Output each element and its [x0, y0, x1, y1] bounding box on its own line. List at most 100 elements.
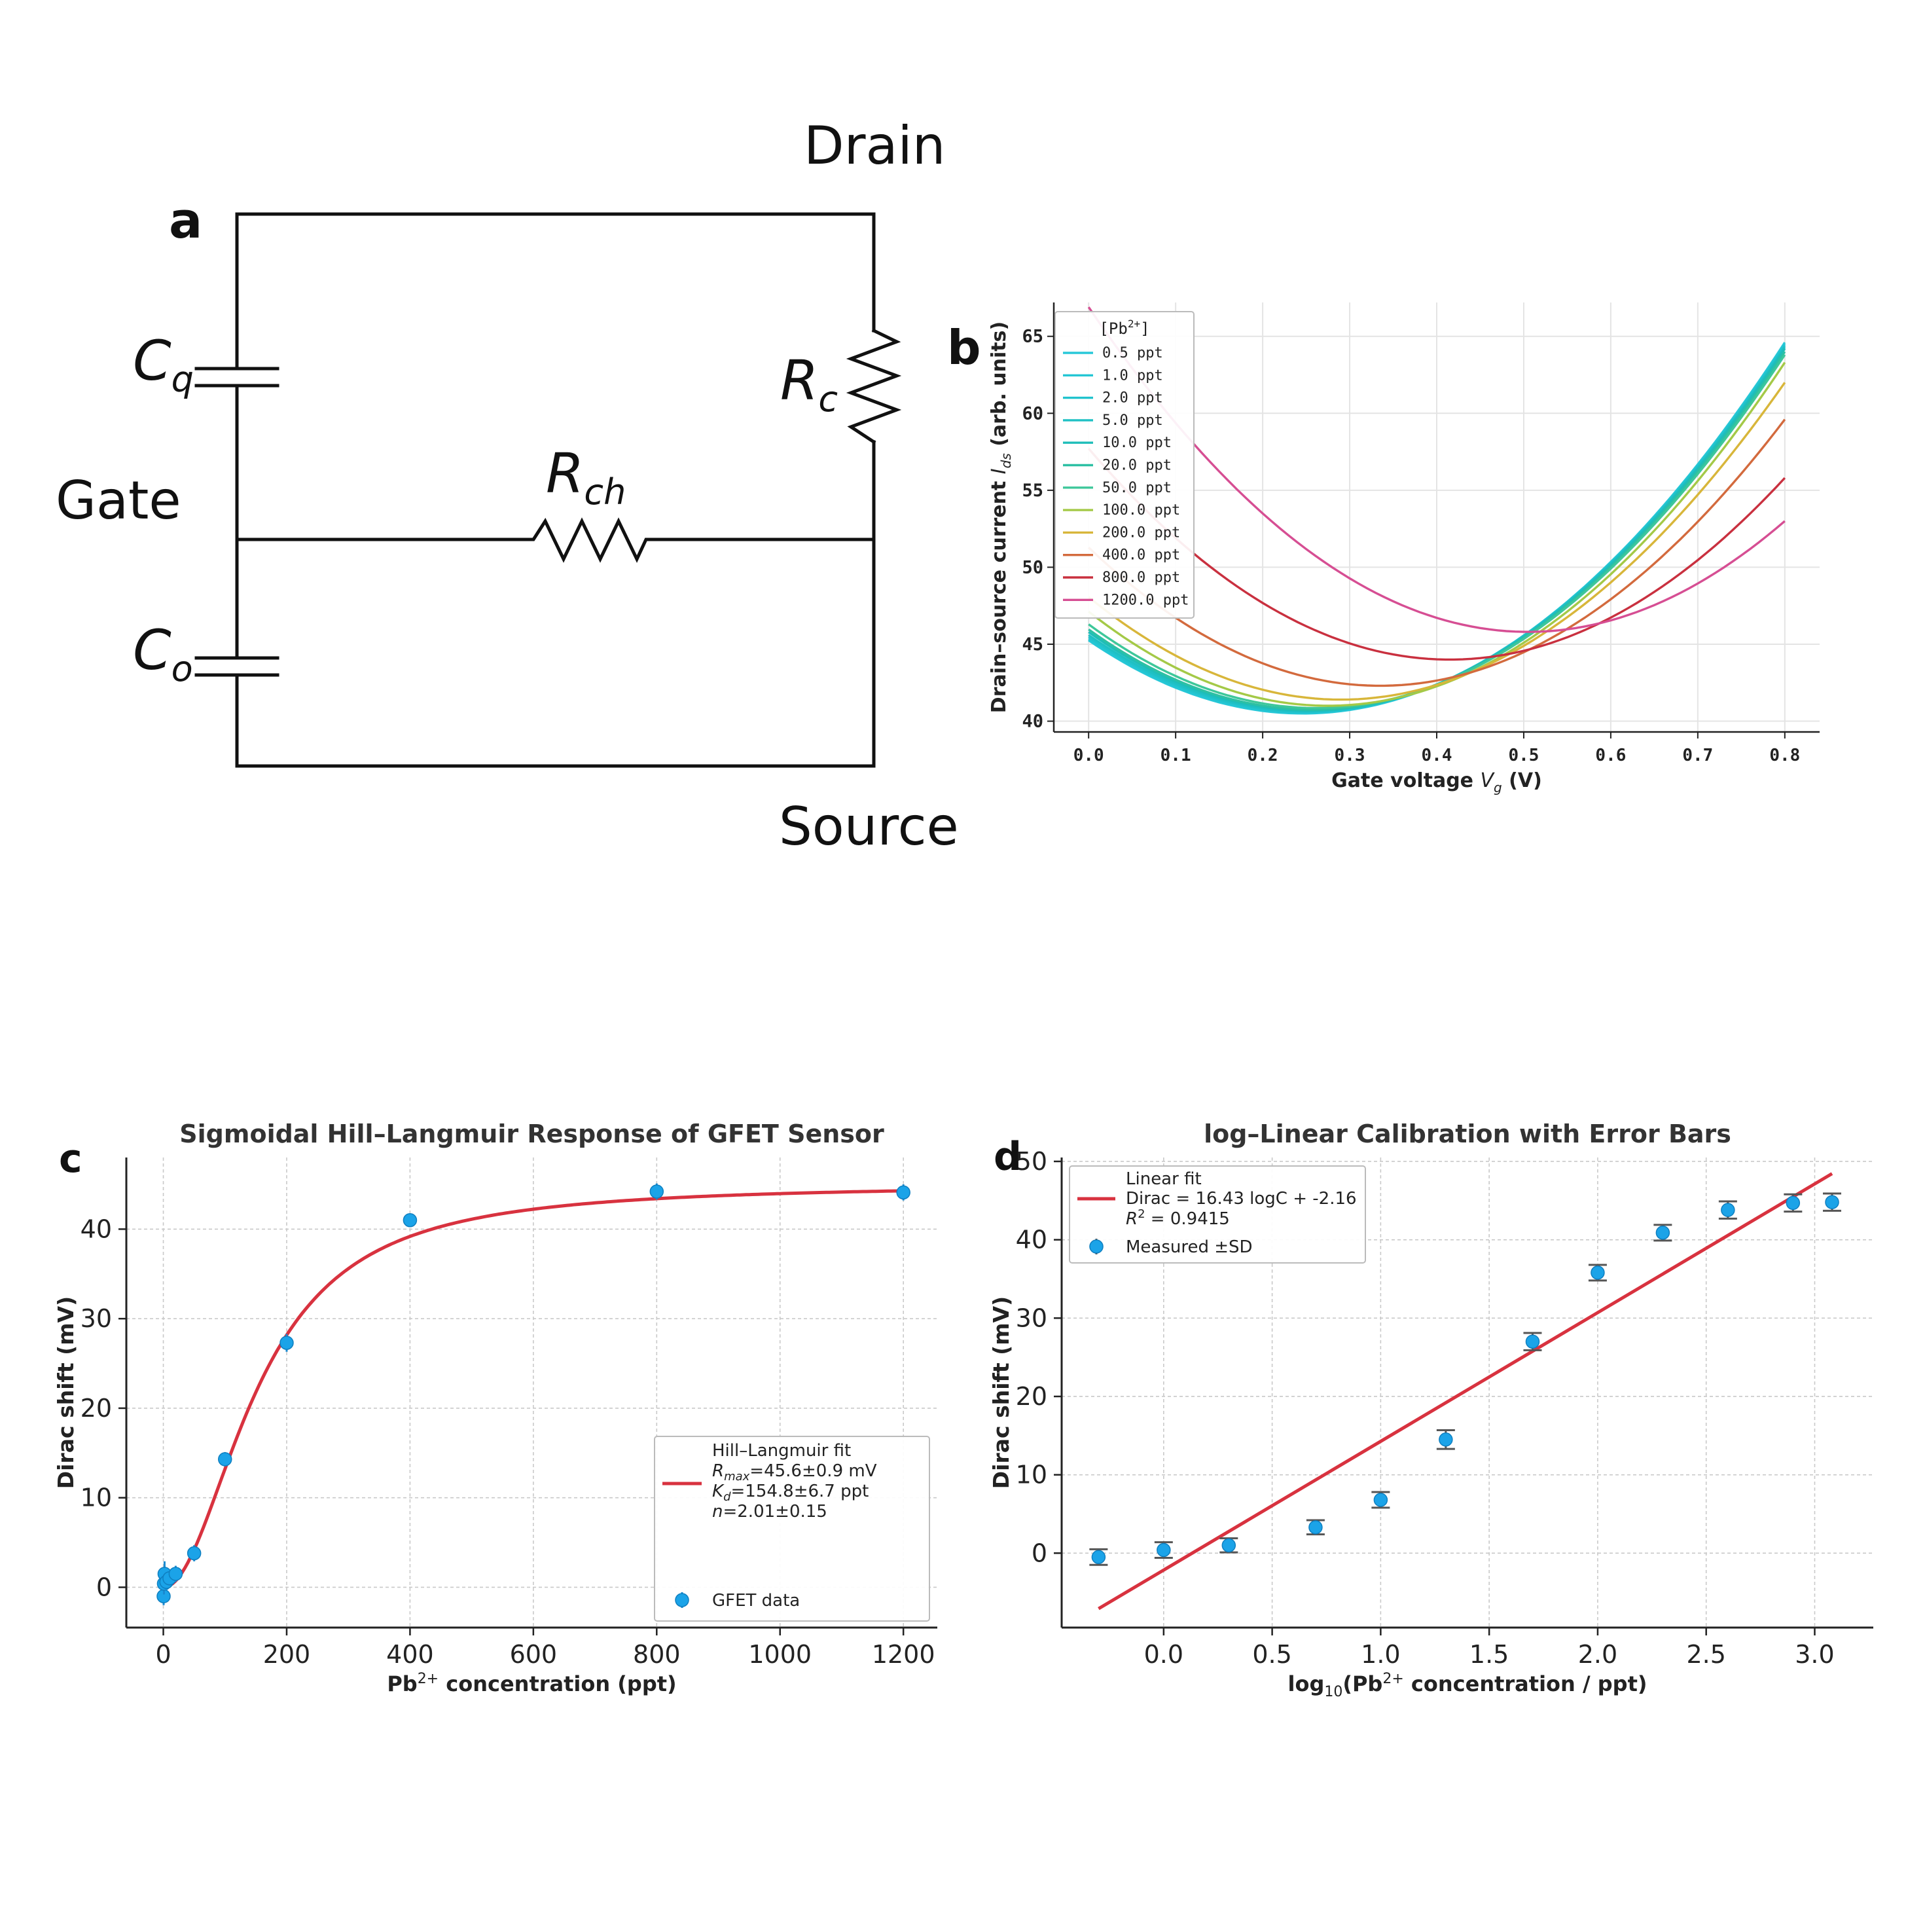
x-tick-label: 0.7	[1682, 746, 1713, 765]
y-axis-title: Dirac shift (mV)	[53, 1296, 79, 1489]
cq-label-main: C	[133, 329, 171, 393]
data-point-8	[279, 1336, 294, 1350]
legend-box	[1069, 1165, 1366, 1264]
legend-fit-r2-value: = 0.9415	[1145, 1209, 1230, 1229]
y-tick-label: 20	[81, 1394, 112, 1423]
rc-label-main: R	[780, 348, 818, 412]
x-tick-label: 1200	[872, 1640, 935, 1669]
y-tick-label: 10	[81, 1484, 112, 1512]
rch-label: Rch	[546, 441, 626, 513]
data-point-9	[403, 1212, 418, 1228]
x-axis-title-suffix: concentration / ppt)	[1404, 1671, 1647, 1696]
x-axis-title-sub: g	[1494, 780, 1502, 795]
rc-label-sub: c	[818, 378, 838, 420]
x-tick-label: 0.5	[1508, 746, 1539, 765]
series-line-9	[1088, 418, 1786, 687]
y-tick-label: 10	[1016, 1461, 1047, 1489]
data-point-10	[1786, 1195, 1801, 1211]
rch-label-main: R	[546, 441, 584, 505]
series-line-7	[1088, 361, 1786, 707]
chart-d: 0.0 0.5 1.0 1.5 2.0 2.5 3.0 0 10 20 30 40 50 Linear f…	[988, 1120, 1873, 1700]
legend-label-6: 50.0 ppt	[1102, 480, 1172, 496]
x-axis-title: Pb2+ concentration (ppt)	[387, 1671, 676, 1696]
x-tick-label: 0.4	[1422, 746, 1452, 765]
legend-box	[1054, 311, 1195, 619]
chart-title: Sigmoidal Hill–Langmuir Response of GFET…	[179, 1120, 884, 1148]
data-point-6	[187, 1546, 202, 1561]
legend-label-2: 2.0 ppt	[1102, 390, 1163, 407]
x-axis-title: Gate voltage Vg (V)	[1331, 769, 1542, 795]
x-tick-label: 0.2	[1248, 746, 1278, 765]
legend-data-marker	[675, 1593, 689, 1607]
co-label-sub: o	[171, 648, 193, 689]
legend-fit-kd-sub: d	[723, 1490, 731, 1504]
legend-label-7: 100.0 ppt	[1102, 502, 1180, 519]
x-tick-label: 0.5	[1252, 1640, 1291, 1669]
legend-box	[654, 1436, 930, 1622]
legend-fit-name: Hill–Langmuir fit	[712, 1441, 851, 1461]
gate-label: Gate	[56, 470, 181, 531]
data-point-8	[1655, 1226, 1670, 1240]
legend-fit-equation: Dirac = 16.43 logC + -2.16	[1126, 1189, 1357, 1209]
x-tick-label: 600	[510, 1640, 558, 1669]
chart-c: 0 200 400 600 800 1000 1200 0 10 20 30 40 Hill–Langm…	[53, 1120, 937, 1696]
x-tick-label: 800	[633, 1640, 681, 1669]
y-tick-label: 45	[1022, 634, 1043, 655]
panel-b-letter: b	[947, 320, 981, 375]
rc-label: Rc	[780, 348, 838, 420]
legend-fit-rmax-sub: max	[724, 1470, 750, 1484]
legend-title-suffix: ]	[1140, 319, 1149, 338]
y-axis-title-prefix: Drain–source current	[988, 474, 1011, 713]
data-point-2	[1221, 1538, 1236, 1553]
x-tick-label: 200	[263, 1640, 311, 1669]
legend-data-name: Measured ±SD	[1126, 1237, 1253, 1257]
data-point-5	[168, 1567, 183, 1581]
data-point-1	[1157, 1542, 1171, 1558]
panel-d-letter: d	[994, 1134, 1022, 1180]
y-tick-label: 40	[1016, 1226, 1047, 1254]
legend-fit-r2: R2 = 0.9415	[1126, 1207, 1230, 1229]
data-point-7	[218, 1452, 232, 1467]
legend-fit-n: n=2.01±0.15	[712, 1502, 827, 1522]
panel-a-letter: a	[169, 191, 202, 249]
legend-fit-n-value: =2.01±0.15	[723, 1502, 827, 1522]
drain-label: Drain	[804, 115, 945, 176]
y-tick-label: 20	[1016, 1382, 1047, 1411]
y-tick-label: 50	[1016, 1147, 1047, 1176]
y-tick-label: 0	[1032, 1539, 1047, 1567]
legend-fit-rmax: Rmax=45.6±0.9 mV	[712, 1461, 877, 1484]
resistor-rc	[846, 328, 902, 445]
data-point-9	[1721, 1203, 1735, 1217]
data-point-11	[1825, 1195, 1839, 1209]
data-point-5	[1439, 1432, 1453, 1447]
y-tick-label: 65	[1022, 327, 1043, 347]
series-line-10	[1087, 447, 1786, 661]
x-axis-title-mid: (Pb	[1342, 1671, 1382, 1696]
y-tick-label: 40	[1022, 712, 1043, 732]
x-tick-label: 2.5	[1686, 1640, 1725, 1669]
data-point-6	[1525, 1334, 1540, 1349]
legend-fit-r2-var: R	[1126, 1209, 1138, 1229]
y-tick-label: 55	[1022, 481, 1043, 501]
co-label: Co	[133, 618, 193, 689]
x-axis-title-sup: 2+	[1382, 1671, 1403, 1687]
panel-c-letter: c	[59, 1136, 82, 1182]
x-tick-label: 2.0	[1578, 1640, 1617, 1669]
legend-label-4: 10.0 ppt	[1102, 435, 1172, 451]
legend-label-9: 400.0 ppt	[1102, 547, 1180, 564]
x-axis-title-prefix: Gate voltage	[1331, 769, 1480, 792]
data-point-11	[896, 1185, 910, 1200]
chart-b: 0.0 0.1 0.2 0.3 0.4 0.5 0.6 0.7 0.8 40 45 50 55 60 65 […	[988, 302, 1820, 795]
legend-title: [Pb2+]	[1099, 318, 1149, 338]
y-tick-label: 40	[81, 1214, 112, 1243]
legend-fit-kd: Kd=154.8±6.7 ppt	[712, 1482, 869, 1504]
legend-fit-rmax-value: =45.6±0.9 mV	[749, 1461, 876, 1481]
y-axis-title-var: I	[988, 468, 1011, 474]
panel-a-circuit	[194, 212, 902, 768]
y-tick-label: 50	[1022, 557, 1043, 577]
cq-label-sub: q	[171, 359, 194, 400]
y-tick-label: 30	[81, 1304, 112, 1333]
x-tick-label: 0.0	[1144, 1640, 1183, 1669]
